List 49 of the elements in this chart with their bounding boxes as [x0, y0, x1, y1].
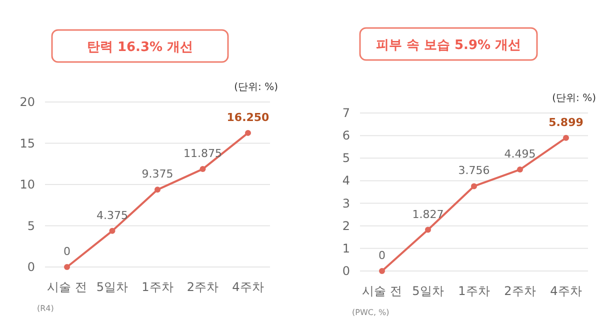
point: [425, 226, 431, 233]
x-tick-label: 4주차: [232, 280, 264, 294]
data-label: 11.875: [184, 147, 222, 160]
data-label: 5.899: [548, 116, 584, 129]
point: [379, 268, 385, 274]
point: [154, 186, 160, 193]
y-tick-label: 4: [342, 174, 350, 188]
data-label: 16.250: [226, 110, 270, 124]
data-label: 0: [378, 249, 386, 262]
y-tick-label: 3: [342, 196, 350, 210]
point: [563, 134, 569, 141]
x-tick-label: 시술 전: [362, 284, 402, 298]
data-label: 9.375: [142, 168, 174, 181]
y-tick-label: 0: [342, 264, 350, 278]
x-tick-label: 2주차: [504, 284, 536, 298]
y-tick-label: 5: [27, 218, 35, 233]
text: (R4): [37, 304, 54, 313]
y-tick-label: 7: [342, 106, 350, 120]
y-tick-label: 6: [342, 128, 350, 143]
point: [245, 130, 251, 136]
x-tick-label: 시술 전: [47, 280, 87, 294]
y-tick-label: 5: [342, 151, 350, 166]
y-tick-label: 20: [20, 95, 35, 109]
point: [517, 166, 523, 173]
x-tick-label: 5일차: [96, 280, 128, 294]
x-tick-label: 1주차: [142, 280, 174, 294]
point: [109, 228, 116, 234]
point: [471, 183, 477, 190]
y-tick-label: 2: [342, 218, 350, 233]
x-tick-label: 2주차: [186, 280, 219, 294]
y-tick-label: 1: [342, 241, 350, 256]
data-label: 4.375: [96, 208, 128, 222]
y-tick-label: 10: [20, 178, 35, 192]
data-label: 3.756: [458, 164, 490, 178]
data-label: 0: [64, 245, 70, 258]
point: [200, 166, 206, 172]
y-tick-label: 0: [27, 260, 35, 274]
chart-title: 피부 속 보습 5.9% 개선: [376, 38, 522, 53]
y-tick-label: 15: [20, 136, 35, 150]
x-tick-label: 1주차: [458, 284, 490, 298]
point: [64, 264, 70, 270]
y-axis-title: (단위: %): [552, 93, 596, 104]
y-axis-title: (단위: %): [234, 82, 278, 93]
data-label: 1.827: [412, 208, 444, 221]
chart-title: 탄력 16.3% 개선: [86, 40, 194, 55]
x-tick-label: 4주차: [550, 284, 582, 298]
text: (PWC, %): [352, 308, 390, 317]
data-label: 4.495: [504, 148, 536, 161]
x-tick-label: 5일차: [412, 284, 444, 298]
